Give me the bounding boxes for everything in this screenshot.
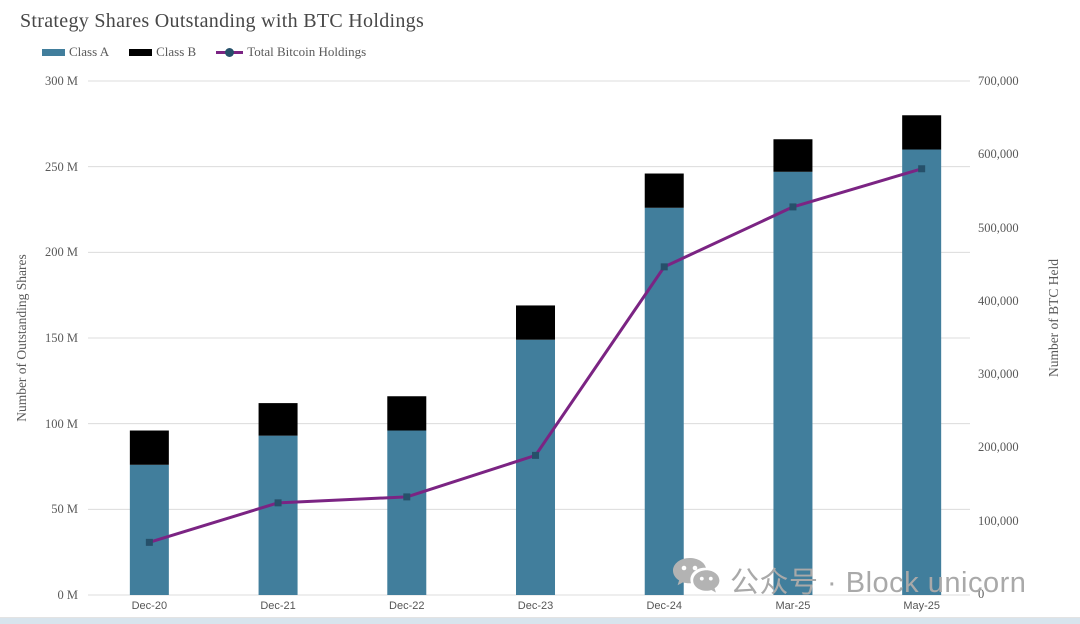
legend-label: Class A [69, 44, 110, 59]
line-marker [918, 165, 926, 173]
bar-segment-class-a [387, 430, 427, 595]
bar-segment-class-b [902, 115, 942, 150]
x-axis-category: Dec-20 [131, 600, 168, 612]
legend-item-class-a: Class A [42, 44, 109, 60]
legend-item-class-b: Class B [129, 44, 196, 60]
legend-swatch-icon [129, 48, 153, 56]
chart-title: Strategy Shares Outstanding with BTC Hol… [20, 10, 425, 32]
legend: Class A Class B Total Bitcoin Holdings [42, 44, 366, 60]
legend-line-dot [225, 47, 235, 57]
line-marker [532, 451, 540, 459]
bar-segment-class-a [258, 435, 298, 595]
bottom-strip [0, 617, 1080, 624]
right-axis-tick: 700,000 [978, 74, 1019, 88]
x-axis-category: Dec-21 [260, 600, 296, 612]
right-axis-tick: 0 [978, 587, 985, 601]
right-axis-title: Number of BTC Held [1046, 258, 1061, 378]
wechat-icon [672, 556, 720, 603]
right-axis-tick: 600,000 [978, 147, 1019, 162]
watermark: 公众号 · Block unicorn [672, 556, 1026, 603]
right-axis-tick: 400,000 [978, 293, 1019, 308]
left-axis-tick: 300 M [45, 74, 78, 88]
left-axis-tick: 250 M [45, 159, 78, 174]
x-axis-category: Mar-25 [775, 600, 811, 612]
right-axis-tick: 200,000 [978, 440, 1019, 455]
left-axis-tick: 50 M [51, 502, 78, 517]
right-axis-tick: 300,000 [978, 367, 1019, 382]
bar-segment-class-b [129, 430, 169, 465]
line-marker [660, 263, 668, 271]
legend-label: Total Bitcoin Holdings [247, 44, 367, 59]
bar-segment-class-b [644, 173, 684, 208]
left-axis-tick: 100 M [45, 416, 78, 431]
bar-segment-class-a [644, 207, 684, 595]
legend-line-marker-icon [216, 47, 244, 57]
legend-item-total-bitcoin-holdings: Total Bitcoin Holdings [216, 44, 366, 60]
line-marker [145, 538, 153, 546]
line-marker [403, 493, 411, 501]
bar-segment-class-a [516, 339, 556, 595]
bar-segment-class-b [516, 305, 556, 340]
legend-swatch-icon [42, 48, 65, 56]
bar-segment-class-a [773, 171, 813, 595]
left-axis-tick: 200 M [45, 245, 78, 260]
left-axis-tick: 150 M [45, 331, 78, 345]
x-axis-category: Dec-22 [389, 600, 425, 612]
left-axis-tick: 0 M [57, 588, 79, 602]
x-axis-category: Dec-23 [517, 600, 554, 612]
left-axis-title: Number of Outstanding Shares [14, 254, 29, 422]
bar-segment-class-a [902, 149, 942, 596]
bar-segment-class-b [387, 396, 427, 431]
bar-segment-class-b [258, 403, 298, 436]
right-axis-tick: 500,000 [978, 220, 1019, 235]
bar-segment-class-a [129, 464, 169, 595]
line-marker [274, 499, 282, 507]
bar-segment-class-b [773, 139, 813, 172]
x-axis-category: Dec-24 [646, 600, 682, 612]
watermark-text: 公众号 · Block unicorn [730, 566, 1027, 599]
legend-label: Class B [156, 44, 197, 59]
line-marker [789, 203, 797, 211]
right-axis-tick: 100,000 [978, 513, 1019, 528]
x-axis-category: May-25 [903, 600, 940, 612]
